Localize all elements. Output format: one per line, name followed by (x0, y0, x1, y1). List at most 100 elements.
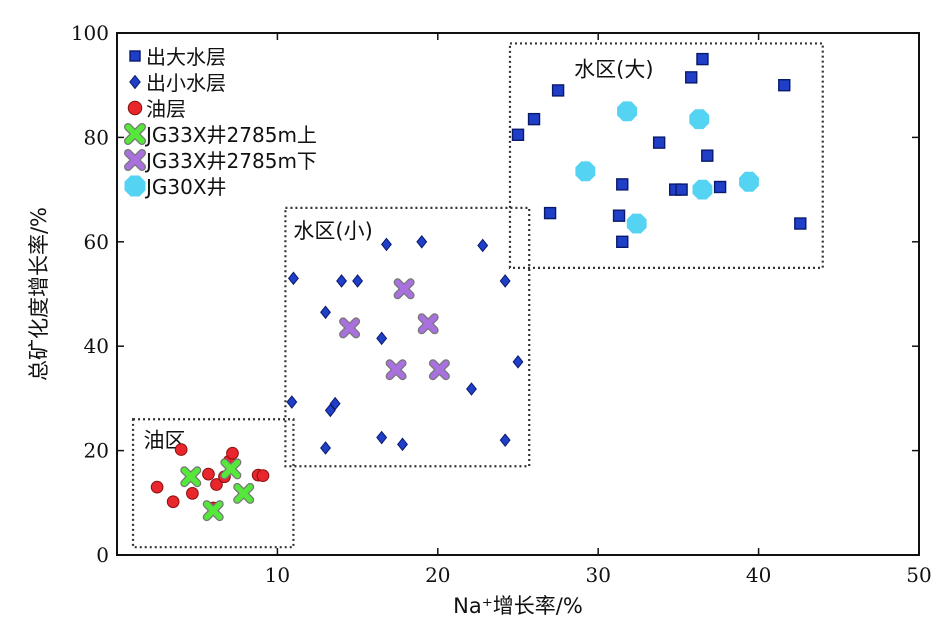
data-point (527, 112, 541, 126)
data-point (376, 430, 388, 445)
data-point (652, 136, 666, 149)
marker (127, 100, 143, 116)
data-point (233, 482, 255, 504)
marker (124, 175, 146, 197)
marker-stroke (418, 314, 438, 334)
data-point (376, 331, 388, 346)
data-point (174, 443, 188, 456)
series-5 (575, 101, 759, 234)
region-box (284, 206, 531, 468)
y-tick-label: 100 (71, 21, 109, 45)
data-point (329, 396, 341, 411)
data-point (675, 183, 688, 196)
y-tick-label: 0 (96, 543, 109, 567)
data-point (551, 84, 565, 97)
data-point (352, 274, 364, 288)
data-point (385, 359, 407, 381)
data-point (339, 317, 361, 339)
data-point (320, 305, 331, 320)
marker-stroke (181, 467, 201, 486)
legend-item: 出小水层 (129, 71, 226, 95)
data-point (701, 149, 714, 162)
data-point (477, 238, 489, 253)
data-point (794, 217, 807, 230)
data-point (617, 101, 637, 122)
data-point (428, 359, 450, 381)
x-axis-title: Na⁺增长率/% (453, 594, 583, 618)
data-point (220, 458, 242, 480)
series-3 (180, 458, 255, 522)
series-4 (339, 278, 450, 381)
region-label: 水区(小) (293, 219, 372, 243)
x-tick-label: 30 (585, 563, 610, 587)
y-tick-label: 40 (84, 334, 109, 358)
data-point (511, 128, 525, 141)
data-point (166, 495, 180, 509)
data-point (499, 433, 511, 447)
data-point (713, 180, 727, 194)
region-box (508, 42, 824, 270)
legend-item: JG30X井 (124, 175, 227, 199)
data-point (286, 395, 298, 409)
marker (124, 123, 146, 145)
legend-label: JG33X井2785m上 (144, 123, 317, 147)
marker (124, 149, 146, 171)
y-tick-label: 60 (84, 230, 109, 254)
series-1 (286, 234, 524, 455)
region-label: 水区(大) (574, 57, 653, 81)
data-point (202, 467, 215, 481)
x-tick-label: 10 (265, 563, 290, 587)
x-tick-label: 50 (906, 563, 931, 587)
series-0 (511, 52, 807, 249)
marker-stroke (430, 360, 449, 379)
data-point (336, 274, 348, 288)
y-tick-label: 20 (84, 439, 109, 463)
data-points (150, 52, 807, 522)
marker-stroke (340, 318, 359, 338)
data-point (512, 355, 524, 369)
legend-item: JG33X井2785m下 (124, 149, 317, 173)
marker (129, 50, 141, 62)
x-tick-label: 40 (746, 563, 771, 587)
marker-stroke (125, 124, 145, 144)
data-point (256, 469, 270, 483)
data-point (626, 213, 647, 234)
data-point (616, 235, 629, 249)
region-box (131, 418, 295, 549)
data-point (324, 403, 336, 418)
marker-stroke (221, 459, 241, 479)
marker-stroke (125, 150, 145, 170)
data-point (499, 274, 511, 288)
data-point (180, 466, 202, 488)
legend-label: JG30X井 (144, 175, 227, 199)
marker-stroke (386, 360, 406, 379)
data-point (466, 382, 477, 396)
data-point (778, 78, 791, 92)
data-point (689, 109, 710, 130)
data-point (417, 313, 439, 335)
data-point (320, 441, 331, 455)
legend-item: 出大水层 (129, 45, 226, 69)
axis-ticks: 10 20 30 40 50 0 20 40 60 80 100 (71, 21, 932, 587)
data-point (186, 487, 199, 500)
data-point (381, 237, 392, 252)
legend-item: JG33X井2785m上 (124, 123, 317, 147)
marker-stroke (203, 501, 223, 520)
data-point (696, 52, 709, 66)
data-point (612, 209, 626, 222)
legend-label: JG33X井2785m下 (144, 149, 317, 173)
data-point (393, 278, 415, 300)
y-tick-label: 80 (84, 125, 109, 149)
data-point (543, 206, 557, 220)
data-point (616, 178, 629, 191)
marker (129, 74, 141, 90)
data-point (416, 234, 428, 249)
x-tick-label: 20 (425, 563, 450, 587)
legend-label: 出大水层 (146, 45, 226, 69)
legend-item: 油层 (127, 97, 186, 121)
marker-stroke (234, 484, 253, 503)
data-point (202, 500, 224, 522)
marker-stroke (394, 279, 414, 299)
